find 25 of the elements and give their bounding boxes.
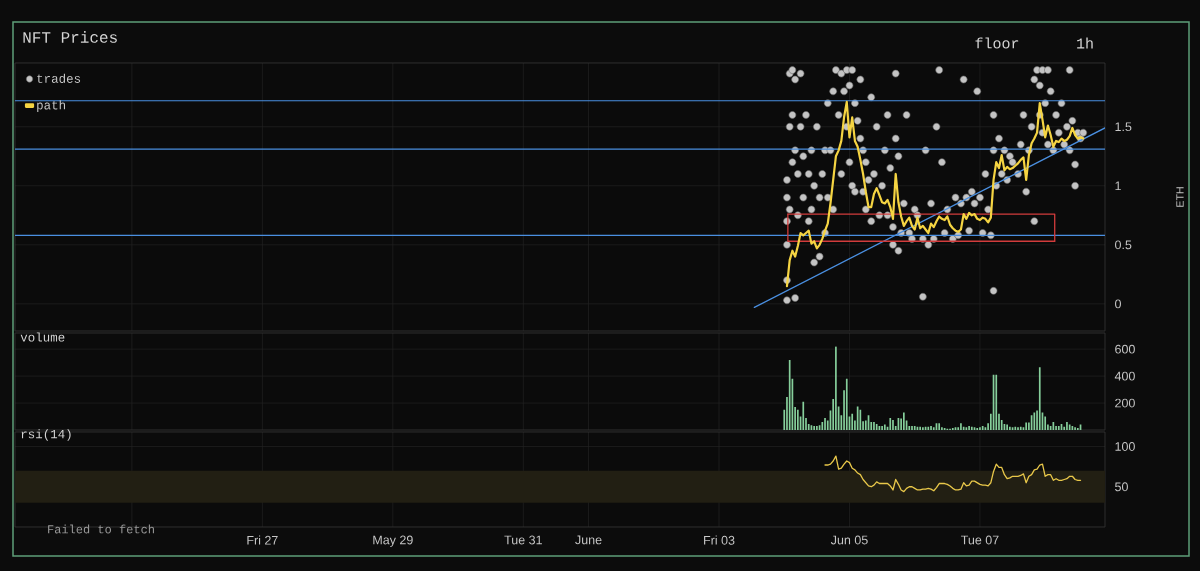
y-tick-label: 200 — [1115, 398, 1135, 408]
x-tick-label: Jun 05 — [830, 535, 868, 545]
y-tick-label: 400 — [1114, 371, 1135, 381]
text: floor — [975, 37, 1019, 49]
x-tick-label: May 29 — [373, 535, 413, 547]
annotation: Failed to fetch — [48, 524, 154, 534]
x-tick-label: Fri 27 — [247, 535, 278, 545]
x-tick-label: Tue 31 — [504, 535, 542, 545]
x-tick-label: Tue 07 — [961, 535, 999, 545]
y-tick-label: 100 — [1115, 442, 1135, 451]
chart-title: volume — [20, 332, 65, 342]
y-tick-label: 1 — [1115, 181, 1121, 191]
legend-label: path — [37, 100, 66, 112]
x-tick-label: June — [575, 535, 602, 545]
y-tick-label: 600 — [1115, 344, 1135, 354]
y-tick-label: 1.5 — [1115, 122, 1132, 132]
chart-title: rsi(14) — [21, 429, 71, 441]
text: 1h — [1077, 37, 1093, 49]
x-tick-label: Fri 03 — [704, 535, 735, 545]
chart-title: NFT Prices — [23, 31, 117, 43]
y-tick-label: 0.5 — [1115, 240, 1132, 250]
y-tick-label: 50 — [1115, 482, 1128, 492]
y-tick-label: 0 — [1115, 299, 1121, 309]
legend-label: trades — [37, 73, 81, 83]
y-axis-title: ETH — [1176, 187, 1184, 207]
